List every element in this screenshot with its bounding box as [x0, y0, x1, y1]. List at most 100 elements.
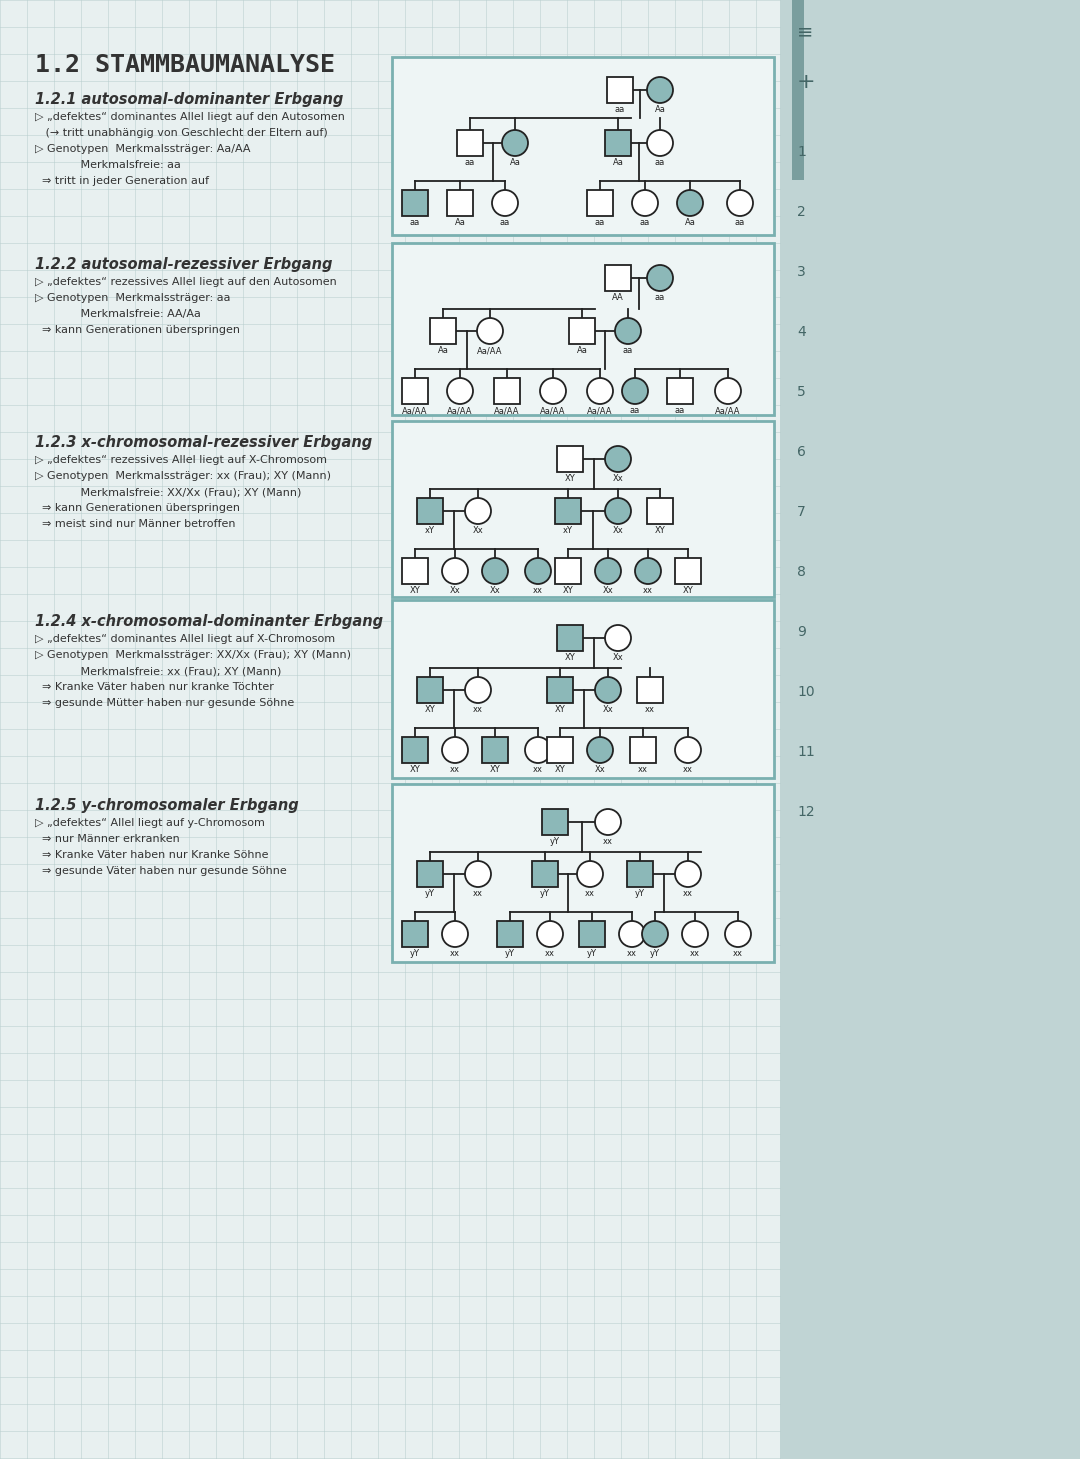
Text: XY: XY [565, 654, 576, 662]
Text: ⇒ kann Generationen überspringen: ⇒ kann Generationen überspringen [35, 325, 240, 336]
Text: aa: aa [595, 217, 605, 228]
Text: 6: 6 [797, 445, 806, 460]
Text: 1.2.1 autosomal-dominanter Erbgang: 1.2.1 autosomal-dominanter Erbgang [35, 92, 343, 107]
Circle shape [595, 808, 621, 835]
Text: 1.2.3 x-chromosomal-rezessiver Erbgang: 1.2.3 x-chromosomal-rezessiver Erbgang [35, 435, 373, 449]
Text: Aa/AA: Aa/AA [495, 406, 519, 414]
Circle shape [635, 557, 661, 584]
Text: Aa: Aa [437, 346, 448, 355]
Text: xx: xx [585, 889, 595, 897]
Circle shape [595, 557, 621, 584]
Bar [555, 498, 581, 524]
Text: 5: 5 [797, 385, 806, 398]
Text: Aa/AA: Aa/AA [715, 406, 741, 414]
Text: AA: AA [612, 293, 624, 302]
Text: xY: xY [426, 527, 435, 535]
Text: yY: yY [410, 948, 420, 959]
Circle shape [442, 921, 468, 947]
Text: aa: aa [623, 346, 633, 355]
Bar [494, 378, 519, 404]
Text: xx: xx [534, 587, 543, 595]
Text: 1.2.4 x-chromosomal-dominanter Erbgang: 1.2.4 x-chromosomal-dominanter Erbgang [35, 614, 383, 629]
Text: xx: xx [690, 948, 700, 959]
Bar [637, 677, 663, 703]
Circle shape [525, 737, 551, 763]
Text: Xx: Xx [603, 705, 613, 713]
Text: ▷ Genotypen  Merkmalssträger: xx (Frau); XY (Mann): ▷ Genotypen Merkmalssträger: xx (Frau); … [35, 471, 330, 481]
Text: Xx: Xx [595, 765, 606, 775]
Bar [579, 921, 605, 947]
Bar [532, 861, 558, 887]
Text: XY: XY [563, 587, 573, 595]
Circle shape [615, 318, 642, 344]
Text: ▷ Genotypen  Merkmalssträger: Aa/AA: ▷ Genotypen Merkmalssträger: Aa/AA [35, 144, 251, 155]
Circle shape [465, 861, 491, 887]
Bar [402, 557, 428, 584]
Text: ⇒ gesunde Väter haben nur gesunde Söhne: ⇒ gesunde Väter haben nur gesunde Söhne [35, 867, 287, 875]
Text: aa: aa [500, 217, 510, 228]
Circle shape [675, 737, 701, 763]
Circle shape [525, 557, 551, 584]
Text: XY: XY [409, 587, 420, 595]
Text: 7: 7 [797, 505, 806, 519]
Text: xx: xx [643, 587, 653, 595]
Bar [402, 190, 428, 216]
Circle shape [647, 266, 673, 290]
Circle shape [537, 921, 563, 947]
Text: Aa: Aa [685, 217, 696, 228]
Text: xx: xx [450, 948, 460, 959]
Text: (→ tritt unabhängig von Geschlecht der Eltern auf): (→ tritt unabhängig von Geschlecht der E… [35, 128, 327, 139]
Circle shape [715, 378, 741, 404]
Bar [667, 378, 693, 404]
Text: Merkmalsfreie: aa: Merkmalsfreie: aa [35, 160, 180, 171]
Text: Merkmalsfreie: AA/Aa: Merkmalsfreie: AA/Aa [35, 309, 201, 320]
Text: Xx: Xx [473, 527, 484, 535]
Bar [605, 266, 631, 290]
Circle shape [605, 498, 631, 524]
Text: xY: xY [563, 527, 573, 535]
Circle shape [622, 378, 648, 404]
Text: aa: aa [639, 217, 650, 228]
Bar [402, 921, 428, 947]
Circle shape [677, 190, 703, 216]
Circle shape [605, 624, 631, 651]
Text: Aa: Aa [612, 158, 623, 166]
Text: 12: 12 [797, 805, 814, 818]
Text: ▷ „defektes“ rezessives Allel liegt auf den Autosomen: ▷ „defektes“ rezessives Allel liegt auf … [35, 277, 337, 287]
Text: aa: aa [734, 217, 745, 228]
Bar [605, 130, 631, 156]
Bar [630, 737, 656, 763]
Bar [392, 244, 774, 414]
Circle shape [477, 318, 503, 344]
Circle shape [727, 190, 753, 216]
Circle shape [577, 861, 603, 887]
Text: aa: aa [654, 293, 665, 302]
Text: XY: XY [683, 587, 693, 595]
Text: ⇒ gesunde Mütter haben nur gesunde Söhne: ⇒ gesunde Mütter haben nur gesunde Söhne [35, 697, 294, 708]
Text: Aa: Aa [577, 346, 588, 355]
Text: XY: XY [555, 765, 565, 775]
Text: ▷ „defektes“ rezessives Allel liegt auf X-Chromosom: ▷ „defektes“ rezessives Allel liegt auf … [35, 455, 327, 465]
Bar [392, 783, 774, 961]
Text: ▷ „defektes“ Allel liegt auf y-Chromosom: ▷ „defektes“ Allel liegt auf y-Chromosom [35, 818, 265, 829]
Text: xx: xx [534, 765, 543, 775]
Text: Xx: Xx [612, 474, 623, 483]
Text: Aa: Aa [455, 217, 465, 228]
Circle shape [675, 861, 701, 887]
Circle shape [647, 77, 673, 104]
Circle shape [647, 130, 673, 156]
Text: XY: XY [654, 527, 665, 535]
Text: yY: yY [505, 948, 515, 959]
Circle shape [465, 677, 491, 703]
Text: xx: xx [638, 765, 648, 775]
Circle shape [447, 378, 473, 404]
Circle shape [681, 921, 708, 947]
Text: XY: XY [489, 765, 500, 775]
Circle shape [725, 921, 751, 947]
Text: 2: 2 [797, 206, 806, 219]
Circle shape [595, 677, 621, 703]
Text: ▷ Genotypen  Merkmalssträger: aa: ▷ Genotypen Merkmalssträger: aa [35, 293, 230, 303]
Text: XY: XY [424, 705, 435, 713]
Text: aa: aa [410, 217, 420, 228]
Text: ⇒ Kranke Väter haben nur Kranke Söhne: ⇒ Kranke Väter haben nur Kranke Söhne [35, 851, 269, 859]
